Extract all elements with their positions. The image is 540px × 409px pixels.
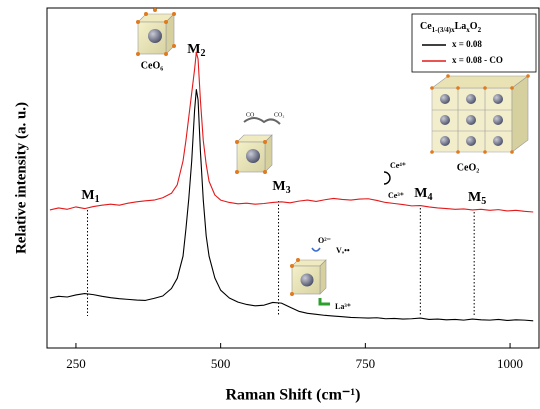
annotation-index: 4 (427, 192, 432, 203)
vo-label: Vₒ•• (336, 246, 350, 255)
x-tick-label: 750 (356, 356, 376, 371)
co-label: CO (246, 112, 255, 118)
ceo2-lattice-icon (430, 74, 530, 154)
ce4-label: Ce⁴⁺ (390, 161, 406, 170)
redox-arrow (384, 172, 390, 184)
x-axis-label: Raman Shift (cm⁻¹) (225, 387, 360, 404)
annotation-letter: M (468, 190, 481, 205)
annotation-letter: M (187, 42, 200, 57)
annotation-letter: M (81, 188, 94, 203)
legend-title-part: La (455, 21, 467, 32)
annotation-label: M4 (414, 186, 432, 203)
x-tick-label: 500 (211, 356, 231, 371)
y-axis-label: Relative intensity (a. u.) (13, 102, 29, 254)
ceo6-label: CeO₆ (141, 60, 163, 71)
ceo2-label: CeO₂ (457, 162, 479, 173)
legend-label: x = 0.08 - CO (452, 55, 503, 65)
chart: Relative intensity (a. u.) Raman Shift (… (0, 0, 540, 409)
annotation-index: 3 (286, 185, 291, 196)
co-cube-icon (235, 118, 280, 174)
legend-title-part: 2 (478, 26, 482, 34)
annotation-letter: M (272, 179, 285, 194)
annotation-index: 5 (481, 196, 486, 207)
legend-title-part: Ce (420, 21, 432, 32)
co2-label: CO₂ (274, 112, 284, 118)
annotation-label: M5 (468, 190, 486, 207)
x-tick-label: 1000 (497, 356, 523, 371)
legend-title-part: 1-(3/4)x (432, 26, 455, 34)
annotation-label: M1 (81, 188, 99, 205)
vacancy-cube-icon (290, 248, 330, 304)
legend-label: x = 0.08 (452, 39, 482, 49)
annotation-index: 2 (200, 48, 205, 59)
la3-label: La³⁺ (335, 302, 351, 311)
annotation-letter: M (414, 186, 427, 201)
ceo6-icon (136, 8, 176, 56)
annotation-index: 1 (95, 194, 100, 205)
o2-label: O²⁻ (318, 236, 331, 245)
annotation-label: M3 (272, 179, 290, 196)
x-tick-label: 250 (66, 356, 86, 371)
ce3-label: Ce³⁺ (388, 191, 404, 200)
